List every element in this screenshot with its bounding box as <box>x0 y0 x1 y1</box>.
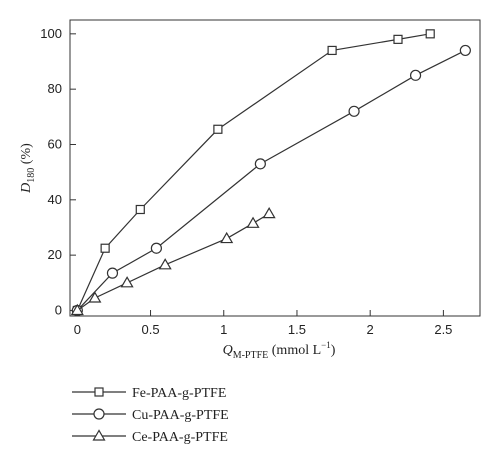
y-tick-label-2: 40 <box>48 192 62 207</box>
x-axis-title: QM-PTFE (mmol L−1) <box>223 340 336 361</box>
data-point-square-3 <box>213 124 223 134</box>
legend: Fe-PAA-g-PTFE Cu-PAA-g-PTFE Ce-PAA-g-PTFE <box>72 386 229 445</box>
legend-label-circle: Cu-PAA-g-PTFE <box>132 408 229 423</box>
legend-entry-circle: Cu-PAA-g-PTFE <box>72 408 229 423</box>
y-tick-label-1: 20 <box>48 247 62 262</box>
y-axis-unit: (%) <box>19 143 34 168</box>
data-point-circle-5 <box>409 69 422 81</box>
legend-label-triangle: Ce-PAA-g-PTFE <box>132 430 228 445</box>
data-point-triangle-4 <box>220 231 234 244</box>
x-axis-subscript: M-PTFE <box>233 350 269 361</box>
x-tick-label-5: 2.5 <box>434 322 452 337</box>
x-tick-label-0: 0 <box>74 322 81 337</box>
data-point-circle-1 <box>106 267 119 279</box>
data-point-triangle-6 <box>262 206 276 219</box>
x-axis-unit-end: ) <box>331 343 336 358</box>
series-circle <box>71 44 471 317</box>
series-line-square <box>76 33 431 311</box>
data-point-triangle-3 <box>158 258 172 270</box>
series-triangle <box>70 206 276 316</box>
data-point-circle-3 <box>254 158 266 170</box>
data-point-circle-4 <box>348 105 360 117</box>
series-line-circle <box>76 49 466 311</box>
y-axis-symbol: D <box>19 183 34 194</box>
series-line-triangle <box>76 213 270 311</box>
data-point-square-6 <box>425 29 435 39</box>
x-tick-label-1: 0.5 <box>141 322 159 337</box>
data-point-square-4 <box>327 45 337 56</box>
series-square <box>72 29 435 316</box>
legend-label-square: Fe-PAA-g-PTFE <box>132 386 226 401</box>
legend-marker-triangle <box>92 429 106 441</box>
data-point-triangle-2 <box>120 276 134 288</box>
y-axis-subscript: 180 <box>26 168 37 183</box>
x-tick-label-2: 1 <box>220 322 227 337</box>
data-point-triangle-1 <box>88 291 102 303</box>
data-point-square-5 <box>393 34 403 44</box>
data-point-square-1 <box>100 243 110 253</box>
x-axis-symbol: Q <box>223 343 233 358</box>
series-layer <box>70 29 471 317</box>
y-tick-label-4: 80 <box>48 81 62 96</box>
legend-entry-square: Fe-PAA-g-PTFE <box>72 386 226 401</box>
x-tick-label-3: 1.5 <box>288 322 306 337</box>
plot-frame <box>69 19 481 317</box>
data-point-triangle-0 <box>70 303 84 316</box>
legend-entry-triangle: Ce-PAA-g-PTFE <box>72 429 228 445</box>
data-point-square-2 <box>135 204 145 215</box>
data-point-circle-6 <box>459 44 471 57</box>
data-point-triangle-5 <box>246 216 260 228</box>
axis-ticks: 0 0.5 1 1.5 2 2.5 0 20 40 60 80 100 <box>40 26 452 337</box>
y-axis-title: D180 (%) <box>19 143 37 194</box>
data-point-circle-2 <box>150 242 162 254</box>
x-axis-unit: (mmol L <box>268 343 321 358</box>
y-tick-label-0: 0 <box>55 302 62 317</box>
x-tick-label-4: 2 <box>367 322 374 337</box>
x-axis-unit-sup: −1 <box>321 340 331 350</box>
legend-marker-square <box>94 387 104 397</box>
legend-marker-circle <box>93 408 105 420</box>
y-tick-label-3: 60 <box>48 136 62 151</box>
y-tick-label-5: 100 <box>40 26 62 41</box>
